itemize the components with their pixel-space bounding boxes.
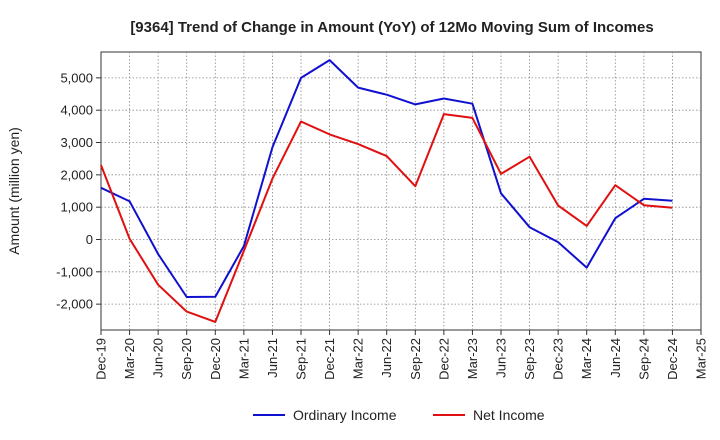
y-tick-label: 3,000 [60, 135, 93, 150]
x-tick-label: Dec-24 [665, 338, 680, 380]
x-tick-label: Mar-25 [694, 338, 709, 379]
legend-label-ordinary-income: Ordinary Income [293, 407, 397, 423]
x-tick-label: Mar-23 [465, 338, 480, 379]
x-tick-label: Sep-21 [294, 338, 309, 380]
y-axis-label: Amount (million yen) [6, 127, 22, 255]
plot-area [100, 51, 702, 331]
series-line-ordinary-income [100, 59, 673, 298]
legend: Ordinary Income Net Income [253, 407, 545, 423]
x-tick-label: Sep-23 [522, 338, 537, 380]
grid [101, 52, 701, 330]
legend-label-net-income: Net Income [473, 407, 545, 423]
x-tick-label: Mar-20 [122, 338, 137, 379]
y-tick-label: 2,000 [60, 167, 93, 182]
x-tick-label: Sep-24 [636, 338, 651, 380]
x-tick-label: Dec-23 [551, 338, 566, 380]
x-tick-label: Jun-23 [494, 338, 509, 378]
y-tick-label: 0 [86, 232, 93, 247]
y-tick-label: 4,000 [60, 103, 93, 118]
x-tick-label: Sep-22 [408, 338, 423, 380]
y-tick-label: -2,000 [56, 297, 93, 312]
y-tick-label: -1,000 [56, 264, 93, 279]
x-tick-label: Jun-20 [151, 338, 166, 378]
x-tick-label: Sep-20 [179, 338, 194, 380]
x-tick-label: Jun-21 [265, 338, 280, 378]
x-tick-label: Mar-22 [351, 338, 366, 379]
x-tick-label: Dec-19 [94, 338, 109, 380]
x-tick-label: Mar-21 [236, 338, 251, 379]
x-tick-label: Dec-22 [436, 338, 451, 380]
series-line-net-income [100, 113, 673, 323]
y-tick-label: 5,000 [60, 70, 93, 85]
x-axis: Dec-19 Mar-20 Jun-20 Sep-20 Dec-20 Mar-21 Jun-… [94, 330, 709, 380]
series-group [100, 59, 673, 323]
x-tick-label: Dec-21 [322, 338, 337, 380]
chart-title: [9364] Trend of Change in Amount (YoY) o… [130, 19, 653, 36]
x-tick-label: Jun-24 [608, 338, 623, 378]
y-axis: -2,000 -1,000 0 1,000 2,000 3,000 4,000 5,000 [56, 70, 101, 312]
x-tick-label: Jun-22 [379, 338, 394, 378]
x-tick-label: Dec-20 [208, 338, 223, 380]
y-tick-label: 1,000 [60, 200, 93, 215]
x-tick-label: Mar-24 [579, 338, 594, 379]
